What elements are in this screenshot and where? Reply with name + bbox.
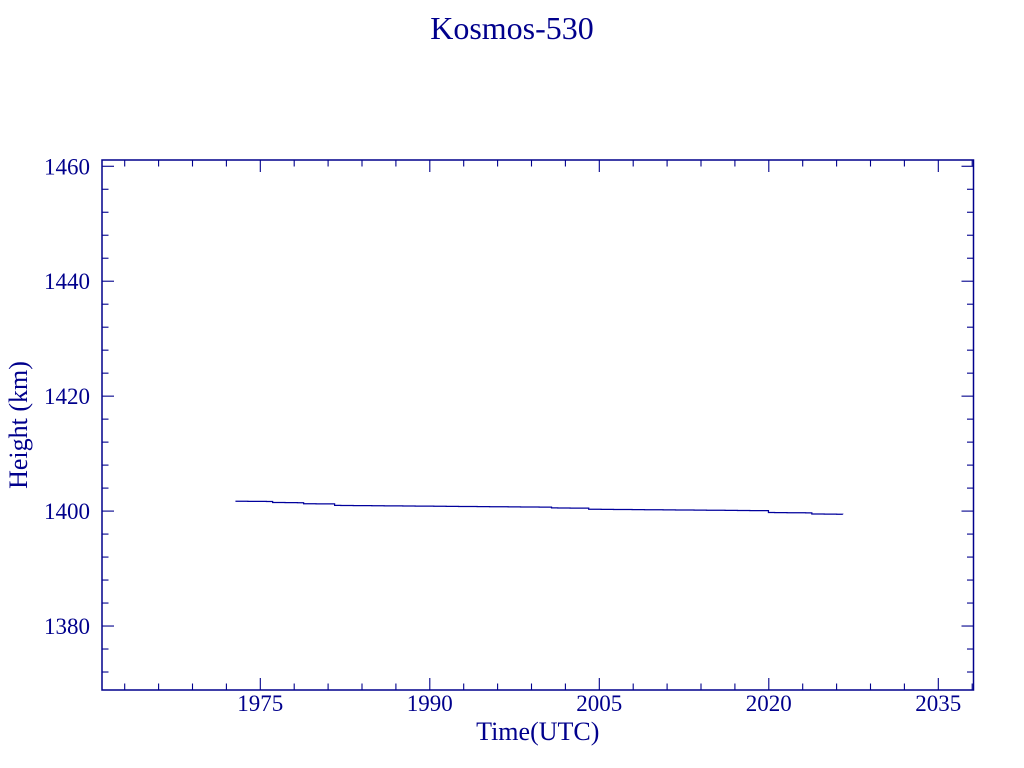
svg-text:1400: 1400	[44, 499, 90, 524]
svg-text:Height (km): Height (km)	[4, 361, 33, 489]
svg-text:Kosmos-530: Kosmos-530	[430, 10, 594, 46]
svg-text:2020: 2020	[746, 691, 792, 716]
svg-text:1990: 1990	[407, 691, 453, 716]
svg-text:1440: 1440	[44, 269, 90, 294]
svg-text:1380: 1380	[44, 614, 90, 639]
svg-text:1460: 1460	[44, 154, 90, 179]
svg-text:1975: 1975	[237, 691, 283, 716]
svg-text:Time(UTC): Time(UTC)	[476, 717, 599, 746]
svg-text:1420: 1420	[44, 384, 90, 409]
svg-text:2005: 2005	[576, 691, 622, 716]
svg-text:2035: 2035	[915, 691, 961, 716]
